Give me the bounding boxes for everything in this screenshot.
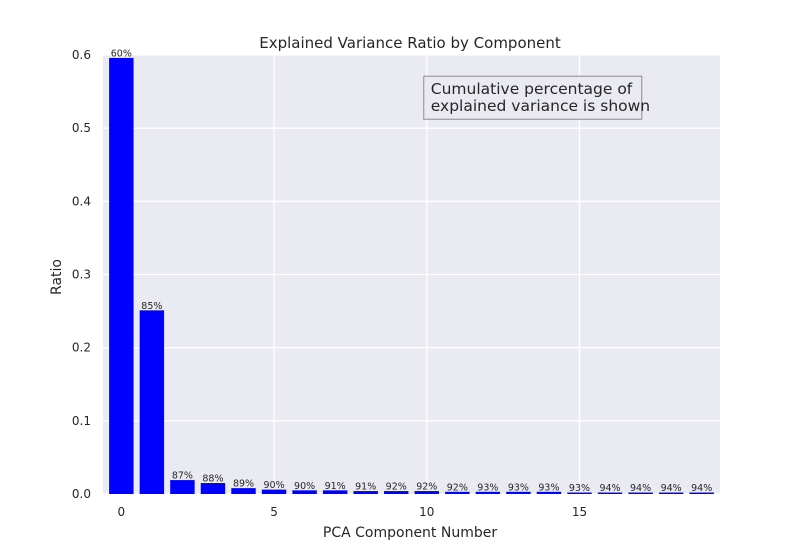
ticks: 0 5 10 15 0.0 0.1 0.2 0.3 0.4 0.5 0.6 — [72, 48, 587, 519]
bar — [322, 490, 348, 494]
bar — [414, 491, 439, 494]
y-tick-label: 0.4 — [72, 194, 91, 208]
annotation-line-2: explained variance is shown — [431, 97, 650, 115]
bar — [506, 491, 531, 494]
y-tick-label: 0.5 — [72, 121, 91, 135]
bar — [658, 492, 684, 494]
bar-label: 91% — [325, 481, 346, 492]
bar-label: 91% — [355, 482, 376, 493]
bar-label: 92% — [386, 482, 407, 493]
bar — [475, 491, 501, 494]
bar-label: 92% — [416, 482, 437, 493]
bar — [628, 492, 653, 494]
bar-label: 94% — [599, 483, 620, 494]
bar-label: 60% — [111, 48, 132, 59]
x-tick-label: 5 — [270, 505, 278, 519]
bar — [384, 491, 409, 494]
x-tick-label: 15 — [572, 505, 587, 519]
bar — [445, 491, 470, 494]
bar — [597, 492, 623, 494]
bars — [109, 57, 714, 494]
chart-title: Explained Variance Ratio by Component — [259, 34, 561, 52]
bar-label: 88% — [202, 474, 223, 485]
bar-label: 93% — [508, 482, 529, 493]
bar-label: 92% — [447, 482, 468, 493]
bar — [261, 489, 287, 494]
y-tick-label: 0.1 — [72, 414, 91, 428]
bar-label: 93% — [569, 483, 590, 494]
bar-label: 85% — [141, 301, 162, 312]
y-axis-label: Ratio — [49, 259, 65, 295]
bar-label: 90% — [294, 481, 315, 492]
bar — [353, 491, 378, 494]
annotation-line-1: Cumulative percentage of — [431, 80, 633, 98]
bar-label: 87% — [172, 471, 193, 482]
bar-labels: 60% 85% 87% 88% 89% 90% 90% 91% 91% 92% 92% 92% 93% 9… — [111, 48, 712, 494]
y-tick-label: 0.2 — [72, 341, 91, 355]
bar — [109, 57, 134, 494]
bar-label: 90% — [263, 480, 284, 491]
bar — [200, 483, 226, 494]
bar-label: 94% — [630, 483, 651, 494]
annotation-box: Cumulative percentage of explained varia… — [423, 75, 650, 120]
x-tick-label: 0 — [118, 505, 126, 519]
bar-label: 94% — [661, 483, 682, 494]
x-axis-label: PCA Component Number — [323, 525, 497, 541]
bar — [139, 310, 165, 494]
bar-label: 93% — [538, 482, 559, 493]
y-tick-label: 0.3 — [72, 268, 91, 282]
bar — [536, 491, 562, 494]
bar — [567, 492, 592, 494]
bar — [231, 488, 256, 494]
x-tick-label: 10 — [419, 505, 434, 519]
bar-label: 94% — [691, 483, 712, 494]
bar-label: 89% — [233, 479, 254, 490]
bar-label: 93% — [477, 482, 498, 493]
y-tick-label: 0.0 — [72, 487, 91, 501]
y-tick-label: 0.6 — [72, 48, 91, 62]
bar — [689, 492, 714, 494]
bar — [170, 480, 195, 494]
annotation-frame — [423, 75, 643, 120]
bar — [292, 490, 317, 494]
